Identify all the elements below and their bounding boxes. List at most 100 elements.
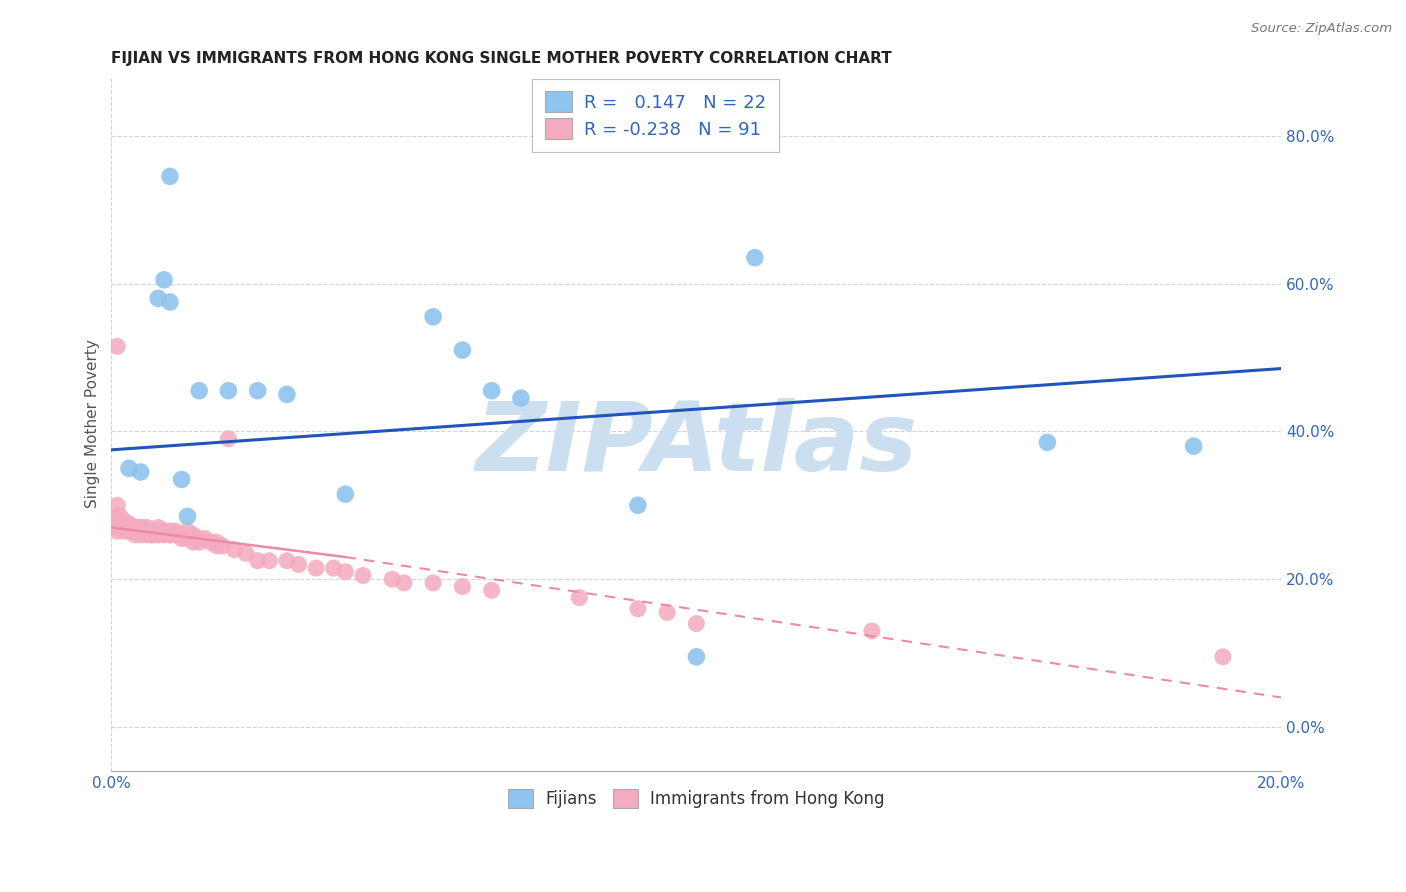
Point [481, 583, 503, 598]
Point [118, 524, 141, 538]
Point [259, 554, 281, 568]
Point [129, 520, 152, 534]
Point [170, 472, 193, 486]
Point [1036, 435, 1059, 450]
Point [246, 554, 269, 568]
Legend: Fijians, Immigrants from Hong Kong: Fijians, Immigrants from Hong Kong [502, 782, 891, 815]
Point [159, 524, 181, 538]
Point [153, 528, 176, 542]
Point [159, 295, 181, 310]
Point [176, 524, 198, 538]
Point [159, 169, 181, 184]
Point [105, 509, 128, 524]
Point [129, 520, 152, 534]
Point [205, 535, 228, 549]
Point [627, 498, 650, 512]
Point [1182, 439, 1205, 453]
Point [335, 487, 357, 501]
Point [205, 539, 228, 553]
Point [141, 524, 163, 538]
Point [129, 524, 152, 538]
Point [118, 461, 141, 475]
Point [159, 524, 181, 538]
Point [112, 524, 135, 538]
Point [246, 384, 269, 398]
Point [135, 524, 157, 538]
Point [170, 528, 193, 542]
Point [124, 524, 146, 538]
Point [194, 532, 217, 546]
Point [118, 520, 141, 534]
Point [135, 524, 157, 538]
Point [105, 524, 128, 538]
Point [103, 520, 125, 534]
Point [744, 251, 766, 265]
Point [165, 528, 187, 542]
Point [129, 524, 152, 538]
Point [148, 520, 170, 534]
Point [224, 542, 246, 557]
Point [148, 528, 170, 542]
Point [153, 524, 176, 538]
Point [392, 575, 415, 590]
Point [451, 343, 474, 357]
Point [105, 520, 128, 534]
Point [153, 524, 176, 538]
Point [124, 520, 146, 534]
Point [105, 498, 128, 512]
Point [141, 524, 163, 538]
Point [235, 546, 257, 560]
Point [129, 524, 152, 538]
Point [148, 291, 170, 305]
Point [124, 520, 146, 534]
Point [685, 649, 707, 664]
Point [860, 624, 883, 638]
Point [153, 273, 176, 287]
Point [211, 539, 233, 553]
Point [148, 524, 170, 538]
Point [276, 554, 298, 568]
Point [1212, 649, 1234, 664]
Point [112, 520, 135, 534]
Point [200, 535, 222, 549]
Text: ZIPAtlas: ZIPAtlas [475, 399, 918, 491]
Point [112, 520, 135, 534]
Point [124, 524, 146, 538]
Point [188, 384, 211, 398]
Point [352, 568, 374, 582]
Point [141, 528, 163, 542]
Point [322, 561, 344, 575]
Point [188, 535, 211, 549]
Point [118, 524, 141, 538]
Point [305, 561, 328, 575]
Point [105, 339, 128, 353]
Point [188, 532, 211, 546]
Point [451, 580, 474, 594]
Point [422, 310, 444, 324]
Point [118, 524, 141, 538]
Point [141, 524, 163, 538]
Point [129, 528, 152, 542]
Point [170, 532, 193, 546]
Point [276, 387, 298, 401]
Point [509, 391, 531, 405]
Point [217, 432, 239, 446]
Point [108, 509, 131, 524]
Point [115, 520, 138, 534]
Point [159, 528, 181, 542]
Y-axis label: Single Mother Poverty: Single Mother Poverty [86, 340, 100, 508]
Point [148, 528, 170, 542]
Point [422, 575, 444, 590]
Point [112, 520, 135, 534]
Point [112, 513, 135, 527]
Point [124, 528, 146, 542]
Point [181, 535, 204, 549]
Point [148, 524, 170, 538]
Point [568, 591, 591, 605]
Point [335, 565, 357, 579]
Point [685, 616, 707, 631]
Point [118, 520, 141, 534]
Point [159, 528, 181, 542]
Text: Source: ZipAtlas.com: Source: ZipAtlas.com [1251, 22, 1392, 36]
Point [176, 532, 198, 546]
